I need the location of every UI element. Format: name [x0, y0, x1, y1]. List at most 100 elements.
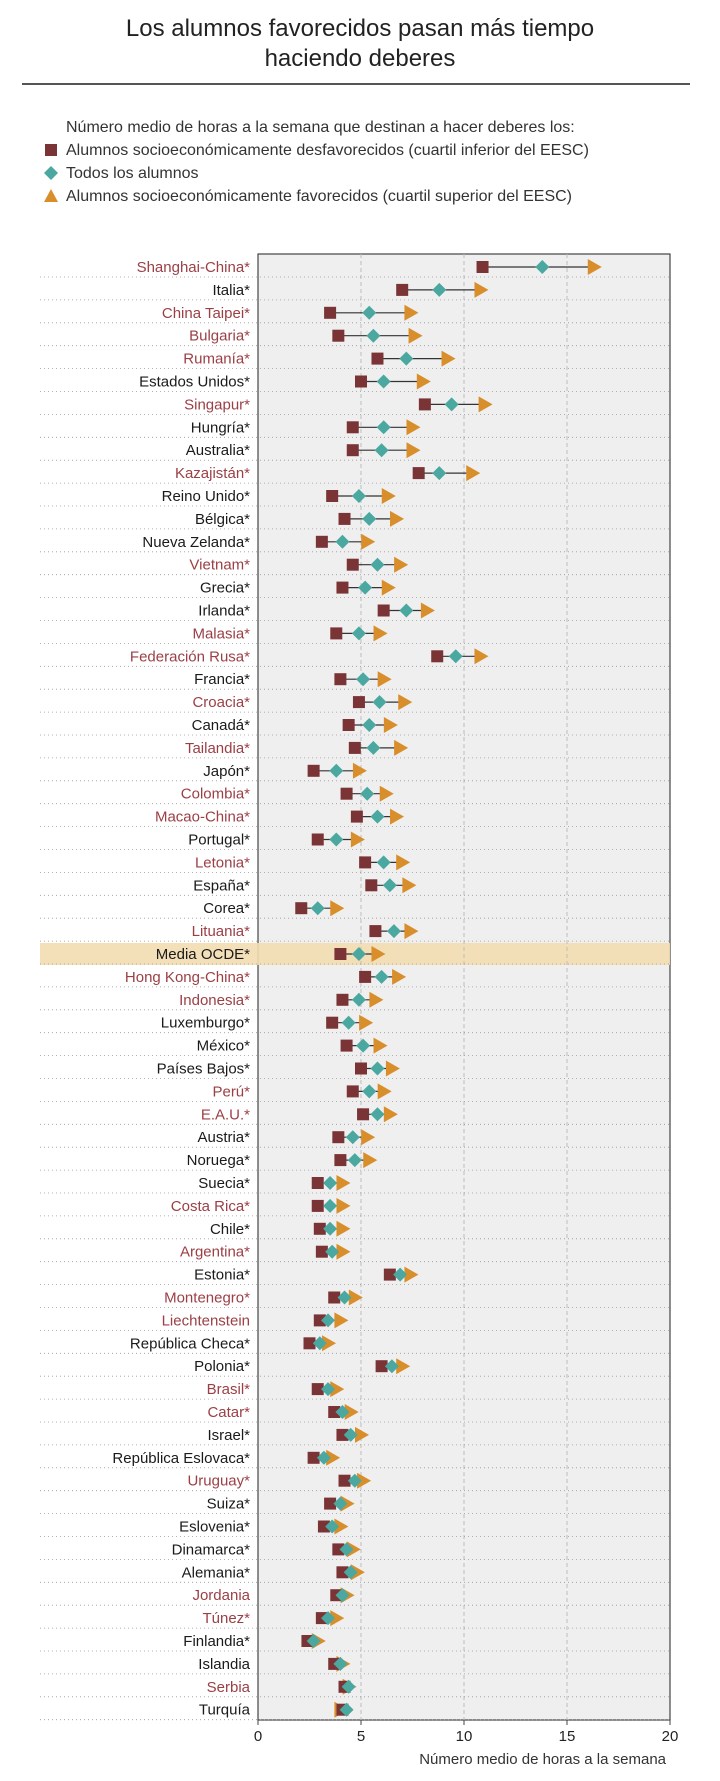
all-students-marker: [325, 1244, 340, 1259]
legend-label-advantaged: Alumnos socioeconómicamente favorecidos …: [66, 188, 572, 205]
disadvantaged-marker: [340, 1039, 353, 1052]
disadvantaged-marker: [336, 993, 349, 1006]
all-students-marker: [360, 786, 375, 801]
all-students-marker: [444, 397, 459, 412]
diamond-icon: [44, 166, 58, 180]
country-label: Reino Unido*: [162, 488, 251, 505]
country-label: Croacia*: [192, 694, 250, 711]
advantaged-marker: [381, 488, 396, 504]
advantaged-marker: [352, 762, 367, 779]
country-label: Eslovenia*: [179, 1519, 250, 1536]
country-label: Vietnam*: [189, 557, 250, 574]
disadvantaged-marker: [377, 604, 390, 617]
chart-title-line-2: haciendo deberes: [264, 45, 456, 72]
country-label: Hungría*: [191, 419, 250, 436]
country-label: Luxemburgo*: [161, 1015, 250, 1032]
x-tick-label: 10: [456, 1728, 473, 1745]
country-label: Polonia*: [194, 1358, 250, 1375]
country-label: Portugal*: [188, 832, 250, 849]
disadvantaged-marker: [369, 925, 382, 938]
country-label: Colombia*: [181, 786, 250, 803]
country-label: Noruega*: [187, 1152, 251, 1169]
all-students-marker: [347, 1153, 362, 1168]
disadvantaged-marker: [311, 1177, 324, 1189]
advantaged-marker: [394, 739, 409, 756]
country-label: Nueva Zelanda*: [142, 534, 250, 551]
legend-label-all: Todos los alumnos: [66, 165, 199, 182]
disadvantaged-marker: [359, 970, 372, 983]
advantaged-marker: [355, 1426, 369, 1443]
country-label: Israel*: [207, 1427, 250, 1444]
legend-title: Número medio de horas a la semana que de…: [66, 119, 575, 136]
disadvantaged-marker: [334, 948, 347, 960]
all-students-marker: [376, 374, 391, 389]
country-label: Lituania*: [192, 923, 251, 940]
country-label: Suiza*: [207, 1496, 251, 1513]
all-students-marker: [335, 534, 350, 549]
country-label: Montenegro*: [164, 1290, 250, 1307]
advantaged-marker: [377, 1083, 392, 1100]
disadvantaged-marker: [346, 421, 359, 434]
all-students-marker: [337, 1290, 352, 1305]
x-tick-label: 5: [357, 1728, 365, 1745]
advantaged-marker: [406, 419, 421, 436]
country-label: Suecia*: [198, 1175, 250, 1192]
advantaged-marker: [350, 1564, 365, 1581]
all-students-marker: [335, 1588, 350, 1603]
all-students-marker: [374, 969, 389, 984]
advantaged-marker: [330, 1610, 345, 1627]
disadvantaged-marker: [336, 581, 349, 594]
advantaged-marker: [373, 625, 388, 642]
advantaged-marker: [334, 1518, 349, 1535]
all-students-marker: [370, 809, 385, 824]
all-students-marker: [316, 1450, 331, 1465]
advantaged-marker: [474, 648, 489, 665]
all-students-marker: [362, 511, 377, 526]
all-students-marker: [432, 282, 447, 297]
country-label: Dinamarca*: [172, 1541, 251, 1558]
advantaged-marker: [336, 1175, 351, 1191]
country-label: Brasil*: [207, 1381, 251, 1398]
all-students-marker: [343, 1565, 358, 1580]
x-tick-label: 15: [559, 1728, 576, 1745]
all-students-marker: [339, 1542, 354, 1557]
disadvantaged-marker: [315, 1245, 328, 1258]
advantaged-marker: [416, 373, 431, 390]
disadvantaged-marker: [336, 1566, 349, 1579]
advantaged-marker: [441, 350, 456, 367]
all-students-marker: [370, 557, 385, 572]
advantaged-marker: [404, 1266, 419, 1283]
disadvantaged-marker: [336, 1428, 349, 1441]
disadvantaged-marker: [352, 696, 365, 709]
disadvantaged-marker: [315, 535, 328, 548]
disadvantaged-marker: [334, 1154, 347, 1167]
x-axis-label: Número medio de horas a la semana: [419, 1751, 666, 1768]
all-students-marker: [323, 1198, 338, 1213]
all-students-marker: [376, 420, 391, 435]
all-students-marker: [323, 1221, 338, 1236]
country-label: Malasia*: [192, 625, 250, 642]
advantaged-marker: [398, 694, 413, 711]
disadvantaged-marker: [355, 375, 367, 388]
all-students-marker: [310, 901, 325, 916]
country-label: Bulgaria*: [189, 328, 250, 345]
disadvantaged-marker: [324, 306, 337, 319]
advantaged-marker: [474, 281, 489, 298]
advantaged-marker: [390, 808, 405, 825]
all-students-marker: [448, 649, 463, 664]
advantaged-marker: [361, 1129, 376, 1146]
advantaged-marker: [371, 946, 386, 962]
country-label: Túnez*: [202, 1610, 250, 1627]
country-label: E.A.U.*: [201, 1106, 250, 1123]
advantaged-marker: [408, 327, 423, 344]
all-students-marker: [323, 1176, 338, 1190]
disadvantaged-marker: [346, 1085, 359, 1098]
advantaged-marker: [336, 1197, 351, 1214]
disadvantaged-marker: [346, 444, 359, 457]
disadvantaged-marker: [311, 1383, 324, 1396]
country-label: Alemania*: [182, 1564, 251, 1581]
disadvantaged-marker: [396, 283, 409, 296]
country-label: Corea*: [203, 900, 250, 917]
all-students-marker: [321, 1382, 336, 1397]
all-students-marker: [432, 466, 447, 481]
